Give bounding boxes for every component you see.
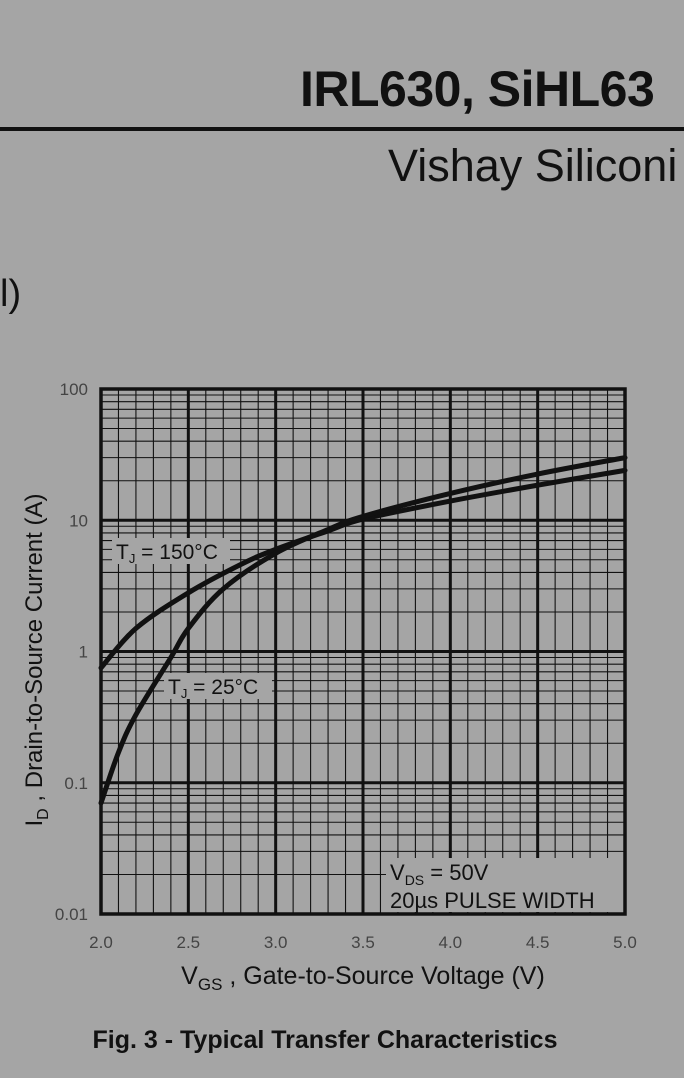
x-tick-label: 3.0 [264,933,288,952]
y-axis-label: ID , Drain-to-Source Current (A) [21,494,52,827]
transfer-characteristics-chart: TJ = 150°C TJ = 25°C VDS = 50V 20µs PULS… [21,380,637,994]
x-axis-label: VGS , Gate-to-Source Voltage (V) [181,962,545,994]
x-tick-label: 2.0 [89,933,113,952]
annotation-box: VDS = 50V 20µs PULSE WIDTH [386,858,624,913]
series-label-150c: TJ = 150°C [112,538,230,566]
y-tick-label: 0.01 [55,905,88,924]
plot-frame [99,387,627,916]
x-tick-label: 4.0 [439,933,463,952]
series-label-25c-bg [164,673,272,699]
document-title: IRL630, SiHL63 [300,61,655,117]
y-tick-label: 100 [60,380,88,399]
labels-layer: TJ = 150°C TJ = 25°C VDS = 50V 20µs PULS… [112,538,624,913]
y-tick-label: 1 [79,643,88,662]
series-label-150c-text: TJ = 150°C [116,541,218,566]
document-subtitle: Vishay Siliconi [388,140,678,191]
series-label-25c-text: TJ = 25°C [168,676,258,701]
series-label-25c: TJ = 25°C [164,673,272,701]
x-tick-label: 2.5 [177,933,201,952]
x-tick-label: 4.5 [526,933,550,952]
y-tick-labels: 0.01 0.1 1 10 100 [55,380,88,924]
x-tick-label: 5.0 [613,933,637,952]
annotation-bg [386,858,624,912]
y-tick-label: 0.1 [64,774,88,793]
series-layer [98,455,628,806]
annotation-vds: VDS = 50V [390,860,489,888]
x-tick-label: 3.5 [351,933,375,952]
x-tick-labels: 2.0 2.5 3.0 3.5 4.0 4.5 5.0 [89,933,637,952]
series-line-1 [98,455,628,806]
header-rule [0,127,684,131]
text-fragment: l) [0,273,22,315]
figure-caption: Fig. 3 - Typical Transfer Characteristic… [92,1026,558,1054]
y-tick-label: 10 [69,511,88,530]
series-label-150c-bg [112,538,230,564]
annotation-pulse-width: 20µs PULSE WIDTH [390,888,595,913]
